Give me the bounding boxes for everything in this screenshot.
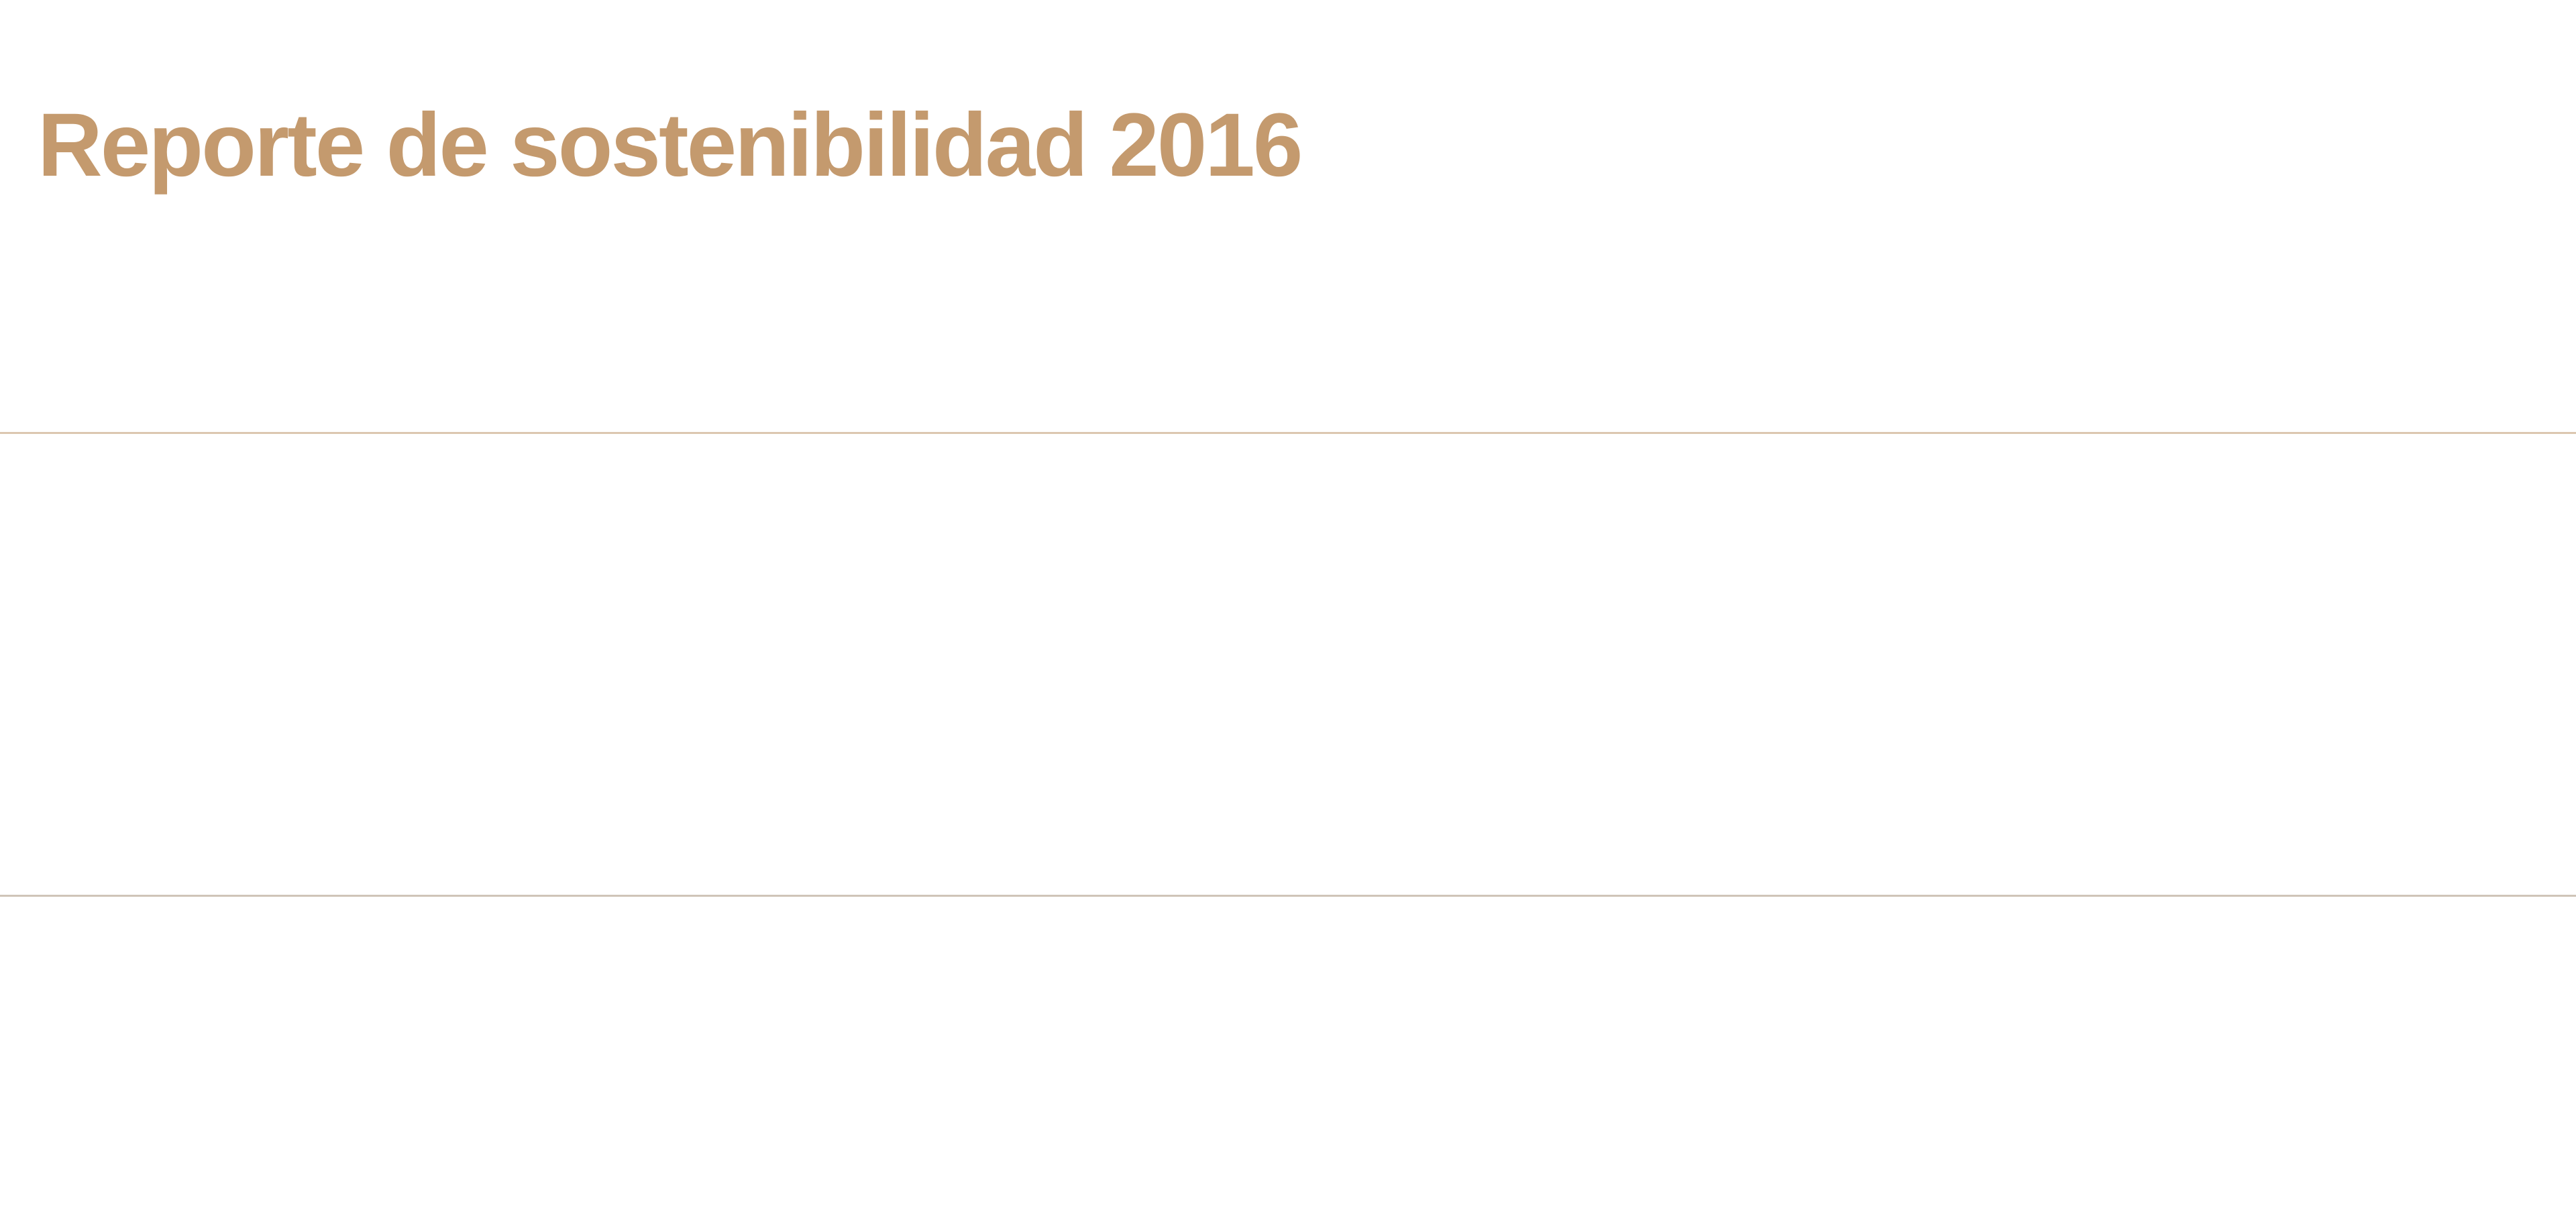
divider-bottom <box>0 895 2576 897</box>
divider-top <box>0 432 2576 434</box>
page-title: Reporte de sostenibilidad 2016 <box>38 95 1303 195</box>
